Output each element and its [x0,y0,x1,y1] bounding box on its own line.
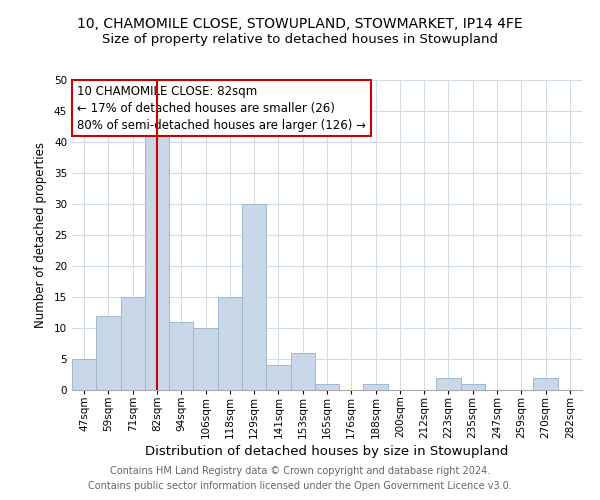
Bar [193,328,218,390]
Bar [169,322,193,390]
Bar [533,378,558,390]
Text: Contains HM Land Registry data © Crown copyright and database right 2024.: Contains HM Land Registry data © Crown c… [110,466,490,476]
Bar [121,297,145,390]
Text: 10 CHAMOMILE CLOSE: 82sqm
← 17% of detached houses are smaller (26)
80% of semi-: 10 CHAMOMILE CLOSE: 82sqm ← 17% of detac… [77,84,366,132]
X-axis label: Distribution of detached houses by size in Stowupland: Distribution of detached houses by size … [145,444,509,458]
Bar [315,384,339,390]
Bar [290,353,315,390]
Text: Size of property relative to detached houses in Stowupland: Size of property relative to detached ho… [102,32,498,46]
Text: 10, CHAMOMILE CLOSE, STOWUPLAND, STOWMARKET, IP14 4FE: 10, CHAMOMILE CLOSE, STOWUPLAND, STOWMAR… [77,18,523,32]
Bar [266,365,290,390]
Bar [145,130,169,390]
Bar [364,384,388,390]
Bar [218,297,242,390]
Text: Contains public sector information licensed under the Open Government Licence v3: Contains public sector information licen… [88,481,512,491]
Bar [72,359,96,390]
Bar [96,316,121,390]
Bar [242,204,266,390]
Bar [436,378,461,390]
Bar [461,384,485,390]
Y-axis label: Number of detached properties: Number of detached properties [34,142,47,328]
